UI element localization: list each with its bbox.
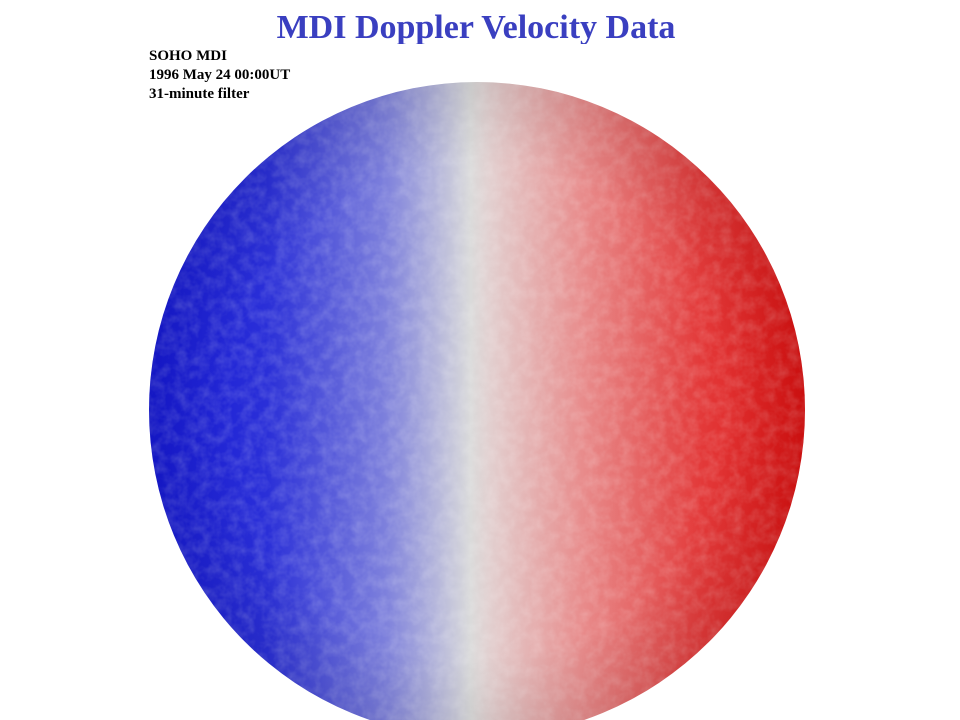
- caption-date: 1996 May 24 00:00UT: [149, 67, 291, 83]
- observation-caption: SOHO MDI 1996 May 24 00:00UT 31-minute f…: [149, 47, 290, 104]
- solar-doppler-image: [149, 82, 805, 720]
- slide-title: MDI Doppler Velocity Data: [276, 9, 676, 46]
- limb-darkening: [149, 82, 805, 720]
- caption-filter: 31-minute filter: [149, 86, 250, 102]
- caption-instrument: SOHO MDI: [149, 48, 227, 64]
